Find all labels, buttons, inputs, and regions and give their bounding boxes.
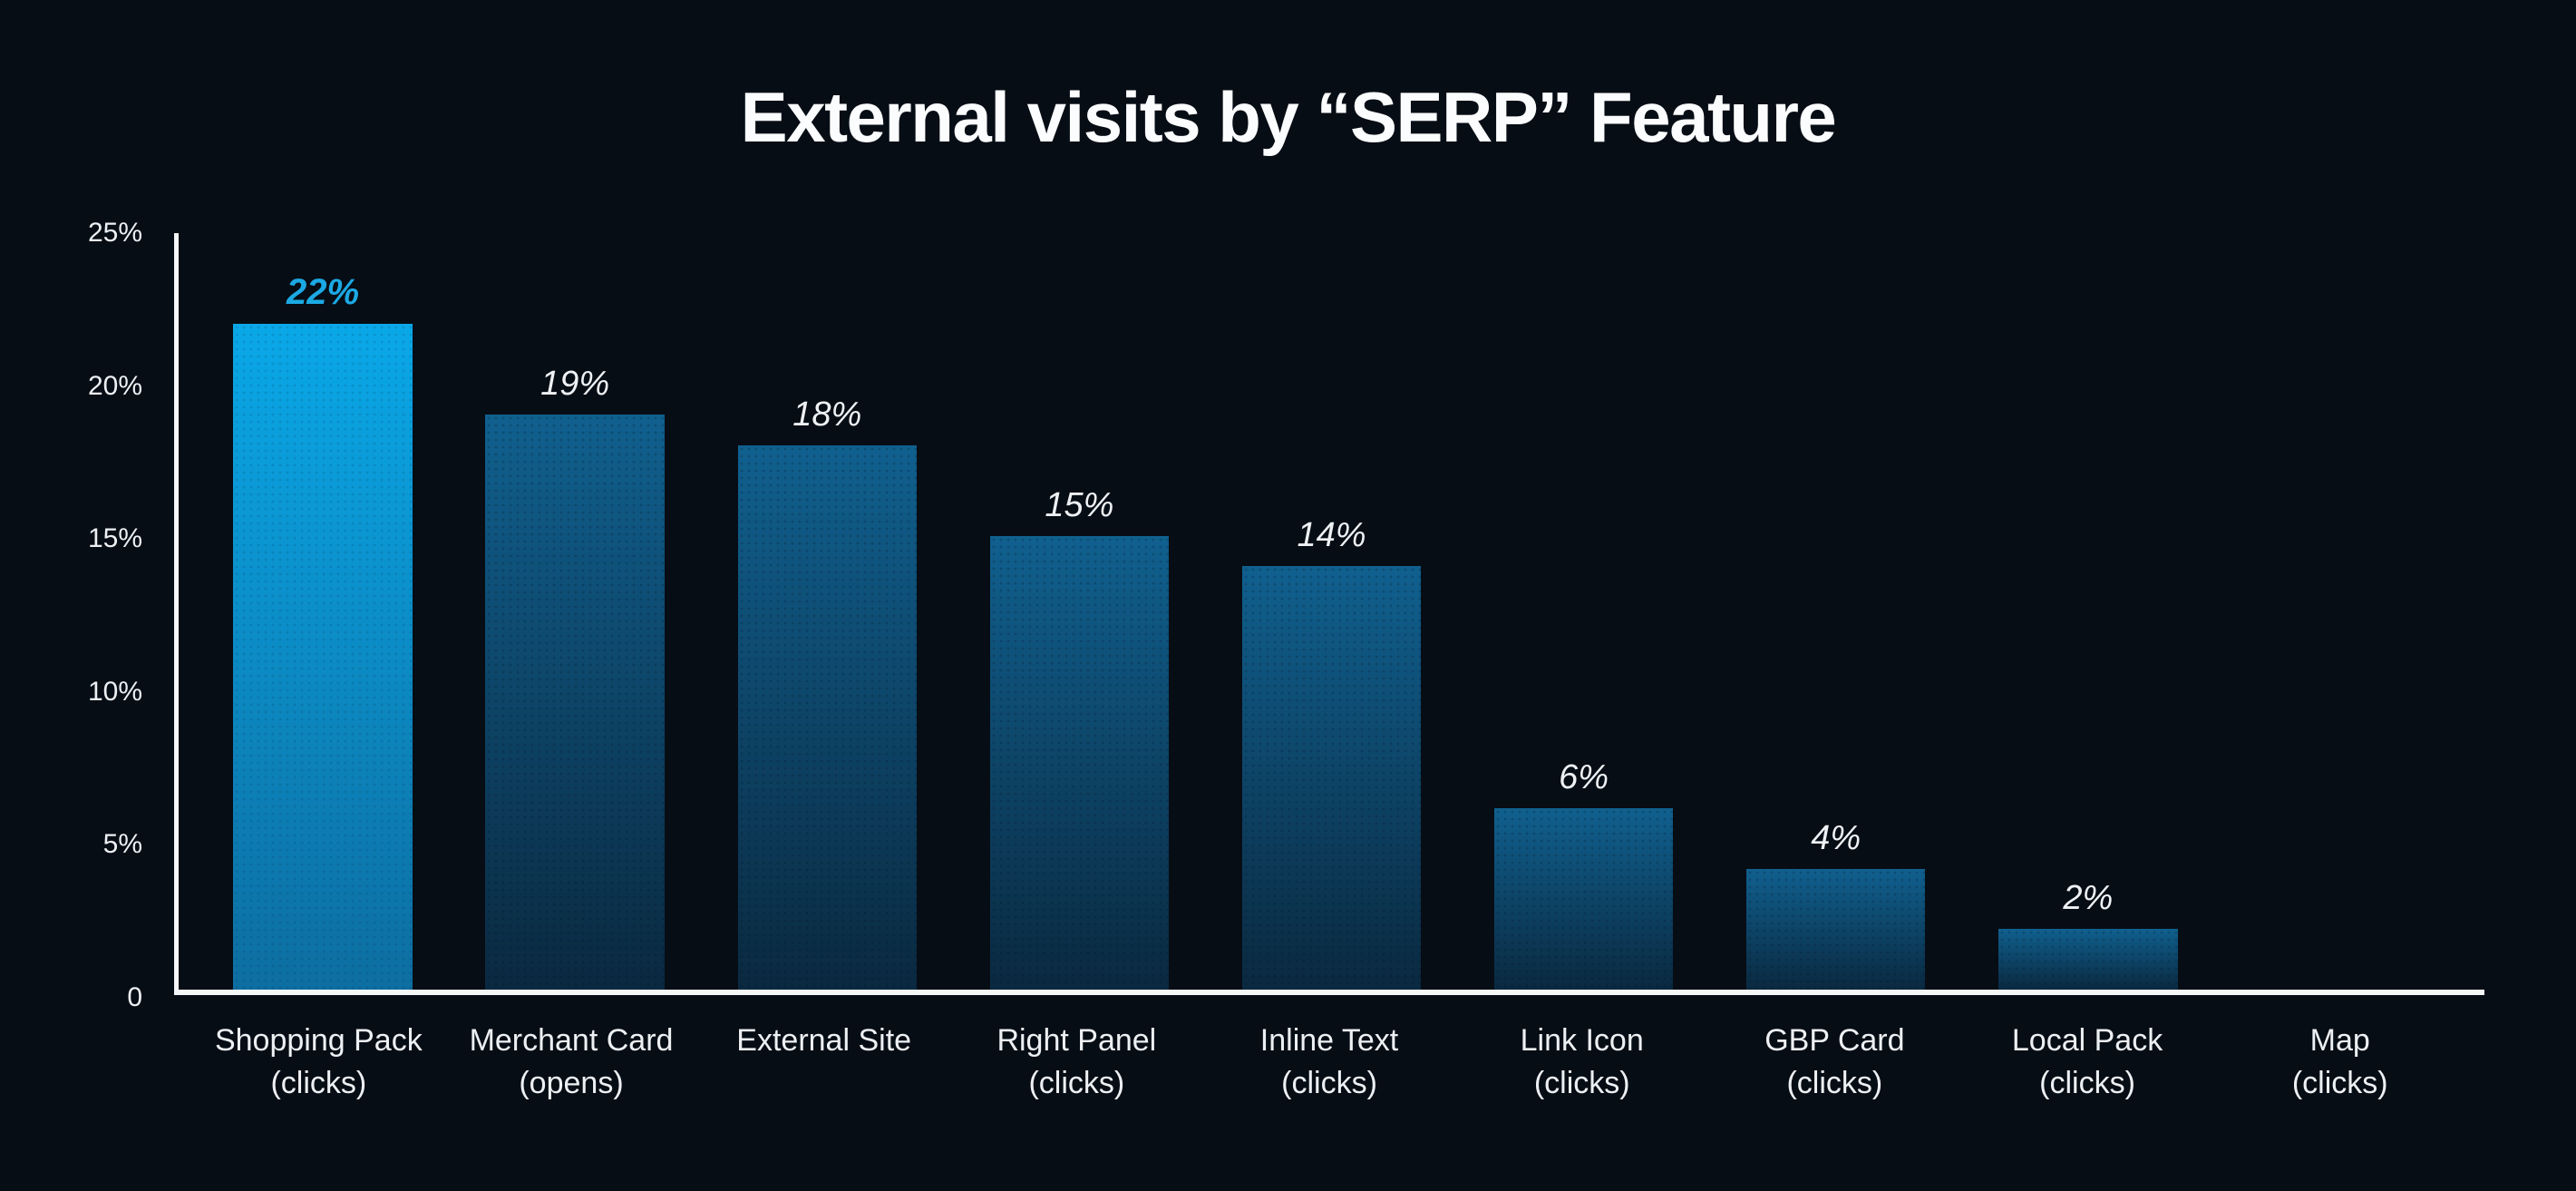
bar-value-label: 18% — [792, 395, 862, 434]
bar-value-label: 4% — [1811, 818, 1862, 857]
bar-value-label: 14% — [1297, 515, 1366, 554]
category-label: GBP Card (clicks) — [1708, 1020, 1961, 1105]
category-label-line1: Right Panel — [996, 1023, 1157, 1058]
category-label: Shopping Pack (clicks) — [192, 1020, 445, 1105]
bar — [485, 415, 665, 990]
category-label-line2: (clicks) — [1281, 1066, 1377, 1100]
bar — [737, 444, 917, 990]
bar — [1493, 807, 1674, 990]
bar-slot — [2214, 233, 2466, 990]
bar-value-label: 19% — [540, 365, 610, 404]
y-tick-label: 0 — [127, 982, 142, 1012]
category-label-line1: Local Pack — [2011, 1023, 2163, 1058]
category-label-line2: (clicks) — [270, 1066, 367, 1100]
category-label-line1: Merchant Card — [469, 1023, 674, 1058]
bar-slot: 2% — [1962, 233, 2214, 990]
y-axis-tick-labels: 25% 20% 15% 10% 5% 0 — [0, 218, 142, 1012]
category-label-line2: (opens) — [519, 1066, 624, 1100]
category-label-line2: (clicks) — [1028, 1066, 1125, 1100]
category-label: External Site — [697, 1020, 950, 1105]
category-label-line1: Shopping Pack — [214, 1023, 423, 1058]
category-label-line2: (clicks) — [1533, 1066, 1630, 1100]
bar-value-label: 2% — [2063, 879, 2114, 918]
category-label-line2: (clicks) — [2291, 1066, 2388, 1100]
y-tick-label: 10% — [87, 676, 142, 707]
category-label-line1: Map — [2309, 1023, 2370, 1058]
y-tick-label: 5% — [102, 829, 142, 860]
bar-slot: 6% — [1458, 233, 1710, 990]
category-label-line1: GBP Card — [1764, 1023, 1905, 1058]
category-label: Local Pack (clicks) — [1961, 1020, 2214, 1105]
chart-title: External visits by “SERP” Feature — [740, 77, 1837, 157]
bar-slot: 4% — [1710, 233, 1962, 990]
bar-slot: 22% — [197, 233, 449, 990]
y-tick-label: 20% — [87, 370, 142, 401]
y-tick-label: 15% — [87, 523, 142, 554]
bar-value-label: 22% — [287, 272, 360, 313]
bar-slot: 19% — [449, 233, 701, 990]
bar — [1241, 565, 1422, 990]
bar-value-label: 15% — [1045, 485, 1114, 524]
category-label-line2: (clicks) — [1786, 1066, 1883, 1100]
plot-area: 22% 19% 18% 15% 14% 6% 4% 2% — [174, 233, 2484, 995]
category-label-line1: Link Icon — [1520, 1023, 1644, 1058]
y-tick-label: 25% — [87, 218, 142, 248]
category-label: Map (clicks) — [2213, 1020, 2466, 1105]
bar — [989, 535, 1170, 990]
category-label-line2: (clicks) — [2039, 1066, 2135, 1100]
category-label: Inline Text (clicks) — [1203, 1020, 1456, 1105]
bar-value-label: 6% — [1559, 757, 1609, 796]
category-label: Link Icon (clicks) — [1455, 1020, 1708, 1105]
category-label: Right Panel (clicks) — [950, 1020, 1203, 1105]
bar-slot: 14% — [1205, 233, 1457, 990]
x-axis-category-labels: Shopping Pack (clicks) Merchant Card (opens… — [174, 1020, 2484, 1105]
bar — [1998, 929, 2178, 990]
category-label-line1: External Site — [736, 1023, 912, 1058]
bar — [233, 324, 413, 990]
bar — [1745, 868, 1926, 990]
bar-slot: 18% — [701, 233, 953, 990]
category-label: Merchant Card (opens) — [445, 1020, 698, 1105]
category-label-line1: Inline Text — [1259, 1023, 1399, 1058]
bar-slot: 15% — [953, 233, 1205, 990]
